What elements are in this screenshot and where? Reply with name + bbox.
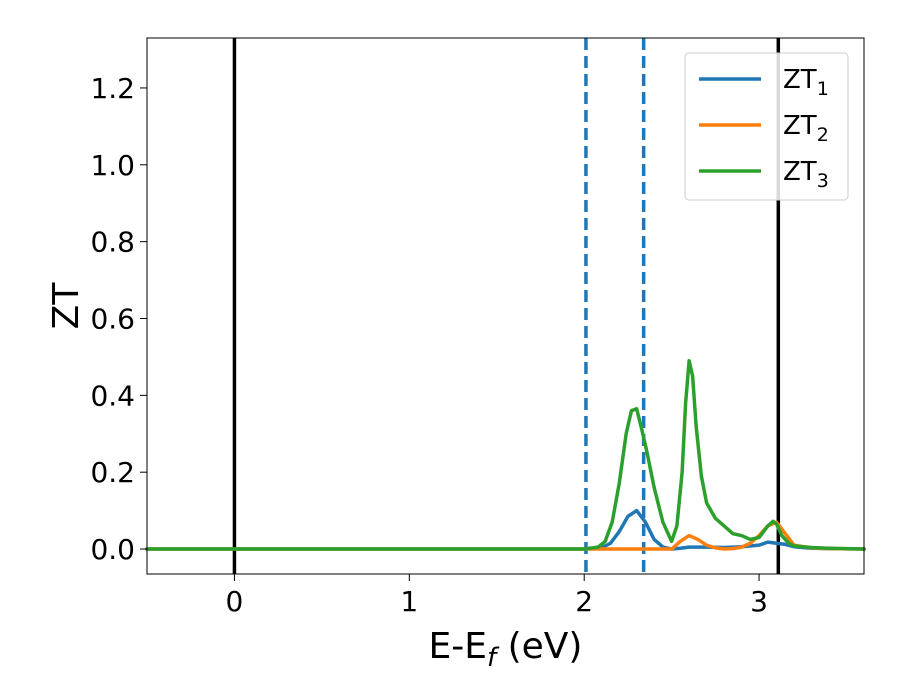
series-layer [145, 359, 866, 551]
x-axis-label-main: E-E [429, 626, 487, 667]
y-axis-label: ZT [46, 282, 87, 330]
x-tick-label-2: 2 [575, 585, 593, 618]
x-tick-label-3: 3 [750, 585, 768, 618]
y-tick-label-4: 0.8 [90, 226, 135, 259]
x-tick-label-0: 0 [226, 585, 244, 618]
series-line-3 [145, 359, 866, 551]
legend: ZT1 ZT2 ZT3 [684, 52, 849, 201]
y-tick-label-0: 0.0 [90, 533, 135, 566]
y-axis-ticks: 0.0 0.2 0.4 0.6 0.8 1.0 1.2 [90, 72, 147, 566]
legend-label-3: ZT3 [783, 157, 829, 192]
series-line-1 [145, 508, 866, 551]
plot-frame [146, 37, 865, 575]
legend-label-1: ZT1 [783, 65, 829, 100]
x-tick-label-1: 1 [400, 585, 418, 618]
legend-box [684, 52, 849, 201]
y-tick-label-3: 0.6 [90, 302, 135, 335]
y-tick-label-1: 0.2 [90, 456, 135, 489]
x-axis-label-unit: (eV) [496, 626, 582, 667]
y-tick-label-2: 0.4 [90, 379, 135, 412]
x-axis-ticks: 0 1 2 3 [226, 574, 768, 618]
y-tick-label-5: 1.0 [90, 149, 135, 182]
y-tick-label-6: 1.2 [90, 72, 135, 105]
x-axis-label: E-Ef (eV) [429, 626, 583, 673]
legend-label-2: ZT2 [783, 111, 829, 146]
